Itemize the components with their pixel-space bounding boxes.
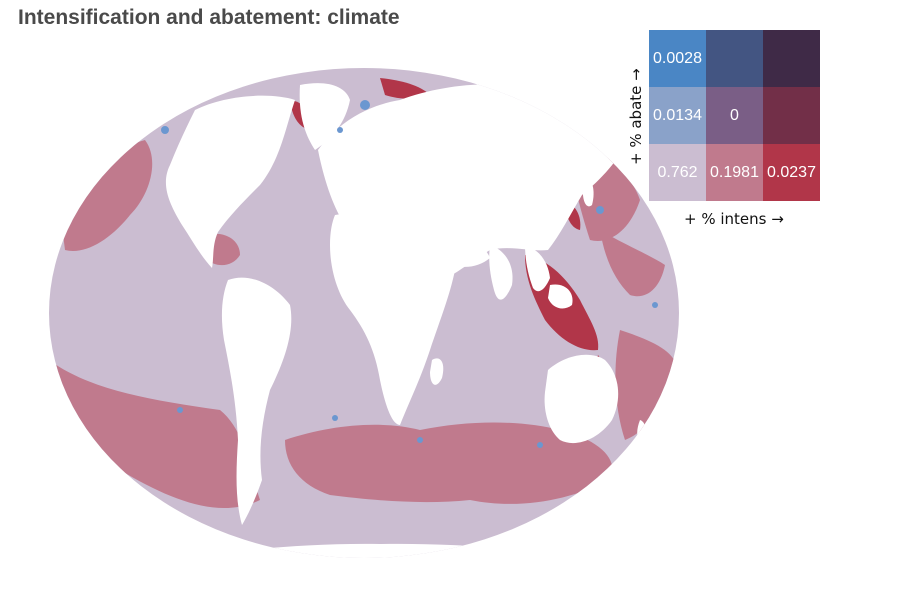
land-africa — [330, 213, 455, 425]
high-intens-region-barents-sea — [380, 78, 430, 99]
abate-marker — [596, 206, 604, 214]
legend-y-label: + % abate → — [627, 68, 645, 165]
legend-cell-r0c2 — [763, 30, 820, 87]
legend-cell-r0c1 — [706, 30, 763, 87]
intens-region-southern-ocean-west — [49, 360, 260, 509]
land-southeast-asia — [525, 245, 550, 292]
abate-marker — [161, 126, 169, 134]
land-north-america — [165, 95, 295, 269]
intens-region-southern-ocean-central — [285, 422, 613, 504]
legend-x-label: + % intens → — [684, 210, 784, 228]
land-india — [489, 245, 513, 300]
land-japan — [582, 175, 594, 207]
legend-cell-r2c0: 0.762 — [649, 144, 706, 201]
abate-marker — [177, 407, 183, 413]
abate-markers — [161, 100, 658, 448]
legend-cell-r1c0: 0.0134 — [649, 87, 706, 144]
abate-marker — [360, 100, 370, 110]
abate-marker — [332, 415, 338, 421]
land-south-america — [221, 277, 292, 525]
abate-marker — [652, 302, 658, 308]
intens-region-north-pacific-east — [60, 140, 153, 251]
legend-cell-r0c0: 0.0028 — [649, 30, 706, 87]
abate-marker — [417, 437, 423, 443]
bivariate-legend: 0.0028 0.0134 0 0.762 0.1981 0.0237 — [649, 30, 820, 201]
legend-cell-r2c1: 0.1981 — [706, 144, 763, 201]
intens-region-tasman-sea — [615, 330, 678, 440]
intens-region-indian-ocean-east — [600, 230, 665, 297]
land-antarctica — [200, 543, 560, 558]
land-borneo — [548, 284, 573, 309]
land-madagascar — [430, 358, 444, 385]
chart-title: Intensification and abatement: climate — [18, 6, 400, 29]
land-arabia — [440, 230, 490, 267]
legend-cell-r1c2 — [763, 87, 820, 144]
legend-cell-r2c2: 0.0237 — [763, 144, 820, 201]
abate-marker — [537, 442, 543, 448]
abate-marker — [337, 127, 343, 133]
land-australia — [544, 354, 619, 444]
legend-cell-r1c1: 0 — [706, 87, 763, 144]
land-greenland — [299, 83, 350, 150]
